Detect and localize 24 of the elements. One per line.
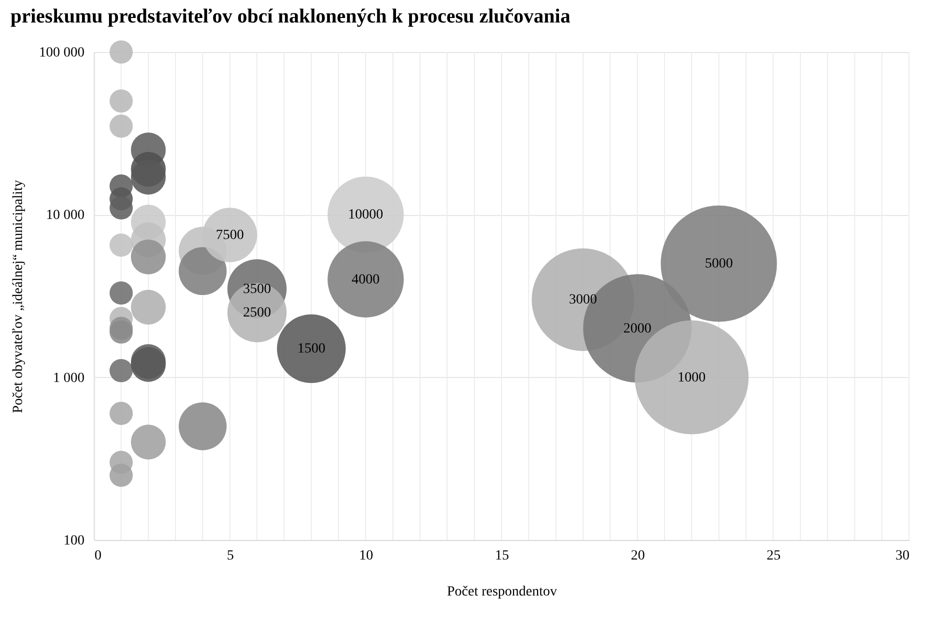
y-tick-label: 100 — [64, 534, 84, 548]
data-label: 2000 — [623, 321, 652, 336]
data-label: 1500 — [297, 342, 326, 357]
x-tick-label: 15 — [495, 548, 509, 564]
data-label: 5000 — [704, 256, 733, 272]
x-tick-label: 25 — [766, 548, 781, 564]
data-label: 10000 — [348, 208, 384, 223]
y-tick-label: 100 000 — [39, 46, 84, 60]
data-label: 3500 — [243, 282, 271, 297]
data-label: 4000 — [352, 272, 380, 288]
data-label: 1000 — [678, 370, 706, 386]
chart-title: prieskumu predstaviteľov obcí naklonených k procesu zlučovania — [10, 5, 570, 28]
x-axis-title: Počet respondentov — [446, 584, 558, 600]
x-tick-label: 30 — [896, 548, 910, 564]
x-tick-label: 20 — [630, 548, 645, 564]
data-label: 3000 — [569, 292, 597, 308]
x-tick-label: 0 — [94, 548, 102, 564]
y-tick-label: 10 000 — [46, 208, 84, 224]
data-label: 7500 — [216, 228, 244, 243]
data-label: 2500 — [243, 306, 271, 321]
x-tick-label: 10 — [359, 548, 374, 564]
x-tick-label: 5 — [226, 548, 234, 564]
y-axis-title: Počet obyvateľov „ideálnej“ municipality — [11, 180, 26, 414]
y-tick-label: 1 000 — [53, 370, 84, 386]
